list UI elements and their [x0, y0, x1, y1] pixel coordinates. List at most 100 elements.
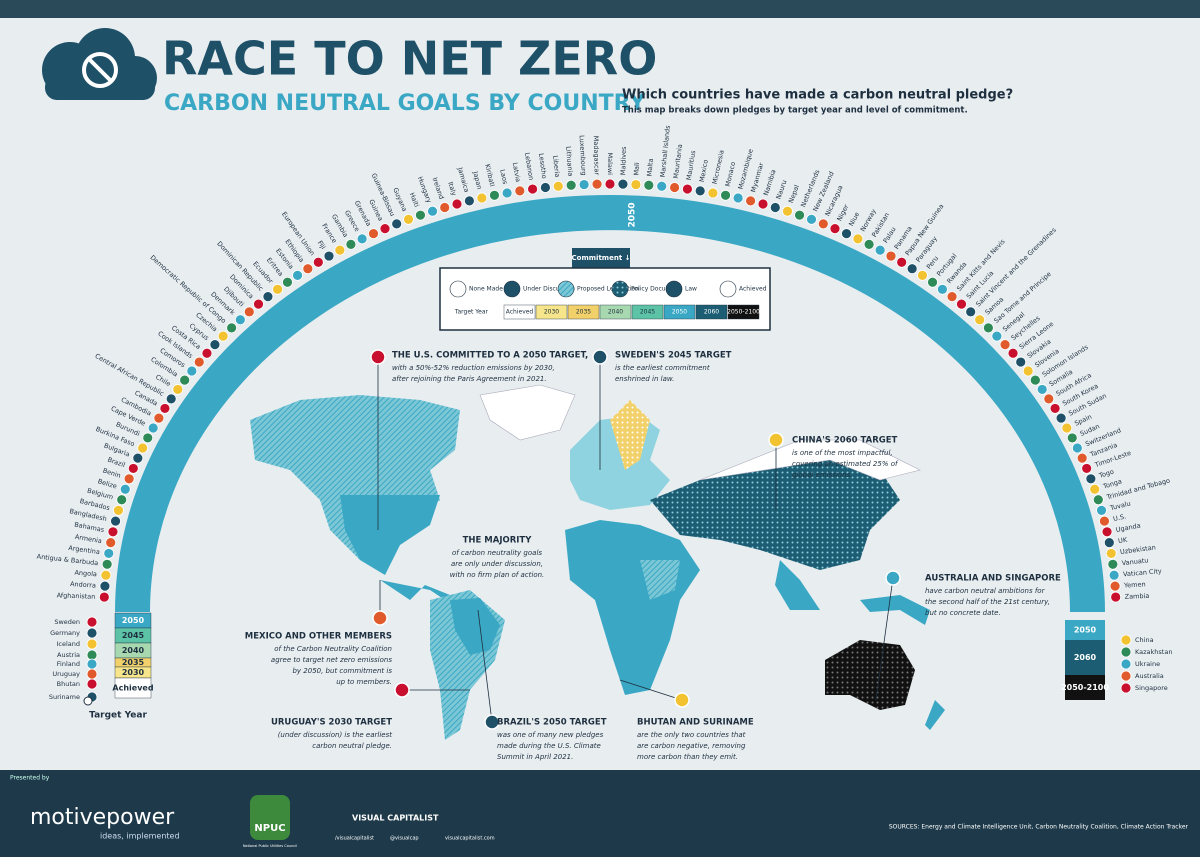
flag — [682, 183, 693, 195]
flag — [745, 195, 757, 207]
flag — [885, 250, 897, 262]
flag — [669, 182, 680, 193]
flag — [1022, 365, 1034, 377]
social-handle: visualcapitalist.com — [445, 836, 495, 842]
annotation-text: Summit in April 2021. — [497, 753, 573, 761]
flag — [1120, 634, 1132, 646]
footer-bar — [0, 770, 1200, 857]
npuc-badge — [250, 795, 290, 840]
legend-year: 2050-2100 — [727, 309, 760, 316]
country-label: Mali — [632, 162, 641, 176]
annotation-text: is the earliest commitment — [615, 364, 710, 372]
year-label: Achieved — [112, 684, 153, 693]
flag — [720, 189, 731, 201]
flag — [656, 180, 668, 192]
flag — [334, 244, 346, 256]
flag — [110, 515, 121, 527]
country-label: Uruguay — [52, 670, 80, 678]
pin-flag — [394, 682, 410, 698]
annotation-text: by 2050, but commitment is — [292, 667, 392, 675]
country-label: Austria — [57, 651, 80, 659]
pin-flag — [484, 714, 500, 730]
flag — [101, 558, 113, 570]
country-label: Armenia — [74, 533, 102, 545]
flag — [1076, 452, 1088, 464]
legend-year-swatch — [599, 304, 632, 320]
year-box — [1065, 640, 1105, 675]
flag — [1089, 483, 1101, 495]
country-label: Sweden — [54, 618, 80, 626]
flag — [1049, 403, 1061, 414]
pin-flag — [885, 570, 901, 586]
flag — [476, 192, 488, 204]
legend-label: None Made — [469, 286, 503, 293]
flag — [829, 223, 841, 235]
legend-year-swatch — [695, 304, 728, 320]
country-label: Mexico — [698, 159, 710, 183]
flag — [282, 276, 293, 288]
flag — [956, 298, 967, 310]
country-label: Liberia — [551, 155, 561, 178]
country-label: Nepal — [787, 184, 801, 205]
country-label: Iceland — [56, 640, 80, 648]
flag — [302, 263, 314, 275]
flag — [323, 250, 335, 262]
annotation-text: the second half of the 21st century, — [925, 598, 1050, 606]
flag — [1105, 548, 1117, 559]
flag — [439, 202, 451, 213]
year-box — [1065, 620, 1105, 640]
country-label: Angola — [74, 569, 97, 579]
flag — [1101, 526, 1113, 538]
flag — [1103, 537, 1115, 548]
country-label: Haiti — [408, 191, 421, 208]
country-label: Andorra — [70, 580, 96, 590]
annotation-title: THE U.S. COMMITTED TO A 2050 TARGET, — [392, 351, 588, 361]
country-label: Saint Vincent and the Grenadines — [974, 226, 1058, 309]
country-label: Finland — [57, 660, 80, 668]
country-label: Kazakhstan — [1135, 648, 1172, 656]
flag — [415, 209, 426, 221]
flag — [974, 314, 986, 326]
annotation-title: THE MAJORITY — [463, 536, 533, 546]
flag — [391, 218, 403, 230]
legend-swatch — [611, 280, 629, 298]
flag — [217, 330, 229, 342]
flag — [209, 339, 221, 350]
social-handle: /visualcapitalist — [335, 836, 374, 842]
annotation-title: URUGUAY'S 2030 TARGET — [271, 718, 392, 728]
flag — [982, 322, 994, 334]
legend-label: Achieved — [739, 286, 767, 293]
legend-year: 2035 — [576, 309, 591, 316]
legend-label: Law — [685, 286, 697, 293]
flag — [105, 537, 117, 548]
flag — [630, 179, 642, 190]
country-label: Kiribati — [483, 163, 496, 187]
country-label: Malawi — [606, 152, 614, 175]
legend-label: Proposed Legislation — [577, 286, 639, 293]
flag — [103, 548, 115, 559]
legend-box — [439, 248, 771, 331]
description: This map breaks down pledges by target y… — [622, 106, 968, 116]
country-label: Belize — [97, 477, 118, 490]
pin-flag — [674, 692, 690, 708]
legend-swatch — [503, 280, 521, 298]
annotation-text: carbon neutral pledge. — [312, 742, 392, 750]
flag — [165, 393, 177, 405]
flag — [757, 198, 769, 210]
arc-label: 2050 — [628, 202, 638, 227]
flag — [147, 422, 159, 434]
flag — [565, 179, 577, 191]
flag — [1110, 591, 1122, 603]
flag — [999, 339, 1011, 350]
annotation-text: (under discussion) is the earliest — [278, 731, 393, 739]
flag — [201, 347, 213, 359]
flag — [403, 213, 414, 225]
flag — [852, 233, 864, 245]
country-label: China — [1135, 636, 1154, 644]
annotation-text: is one of the most impactful, — [792, 449, 893, 457]
annotation-text: are carbon negative, removing — [637, 742, 746, 750]
flag — [86, 668, 98, 680]
axis-marker — [83, 696, 93, 706]
flag — [142, 432, 154, 444]
